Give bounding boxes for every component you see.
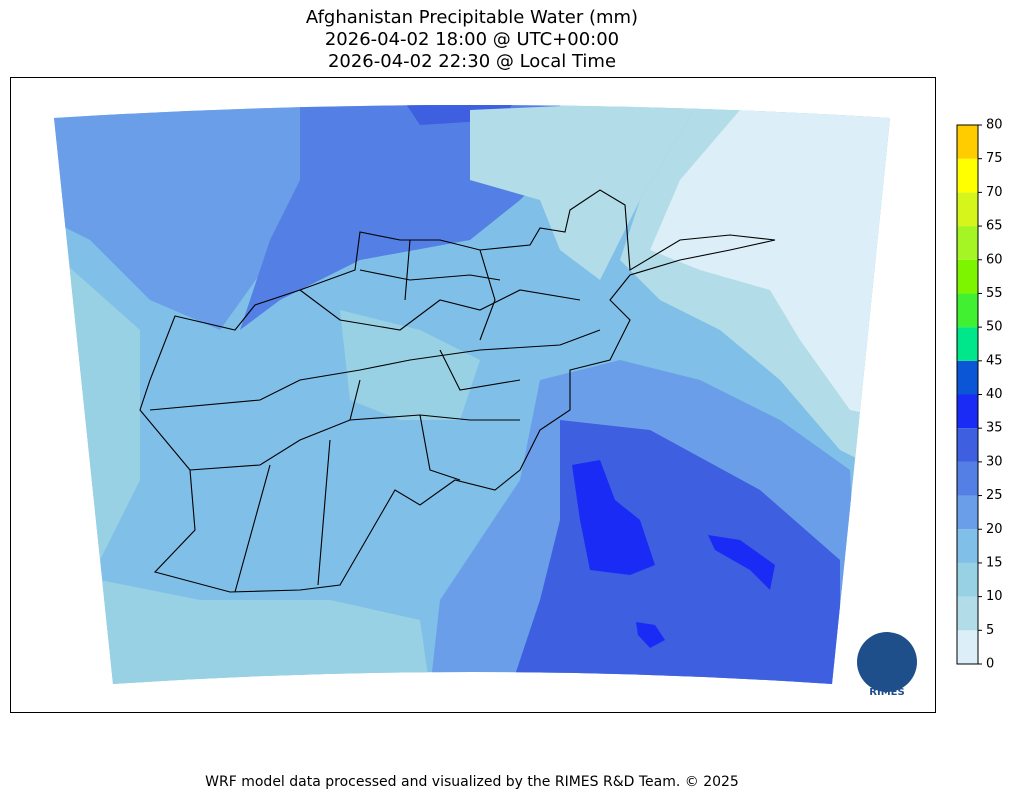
colorbar-segment [957, 529, 978, 563]
title-line: 2026-04-02 22:30 @ Local Time [328, 51, 616, 72]
borders [139, 189, 776, 593]
colorbar-segment [957, 461, 978, 496]
colorbar-segment [957, 630, 978, 664]
title-line: Afghanistan Precipitable Water (mm) [306, 7, 638, 28]
logo-emblem [857, 632, 917, 692]
colorbar-tick-label: 15 [986, 555, 1003, 570]
colorbar-tick-label: 45 [986, 353, 1003, 368]
field-patch [470, 105, 700, 280]
logo: RIMES [857, 632, 917, 698]
colorbar-tick-label: 40 [986, 387, 1003, 402]
colorbar-segment [957, 596, 978, 631]
field-patch [100, 580, 430, 684]
colorbar-tick-label: 50 [986, 320, 1003, 335]
province-line [234, 379, 461, 593]
colorbar-tick-label: 0 [986, 657, 994, 672]
colorbar-segment [957, 495, 978, 530]
province-line [149, 329, 601, 411]
map-frame [10, 77, 936, 713]
province-line [299, 289, 581, 331]
colorbar-segment [957, 394, 978, 429]
footer: WRF model data processed and visualized … [205, 774, 739, 790]
colorbar-tick-label: 55 [986, 286, 1003, 301]
colorbar-segment [957, 226, 978, 260]
colorbar-segment [957, 293, 978, 328]
colorbar-segment [957, 327, 978, 361]
colorbar-segment [957, 125, 978, 159]
colorbar-tick-label: 30 [986, 454, 1003, 469]
colorbar-tick-label: 65 [986, 219, 1003, 234]
province-line [359, 239, 521, 391]
field-patch [340, 310, 480, 420]
map-field [54, 105, 890, 684]
colorbar-tick-label: 80 [986, 118, 1003, 133]
country-outline [139, 189, 776, 593]
colorbar-tick-label: 75 [986, 151, 1003, 166]
colorbar-tick-label: 25 [986, 488, 1003, 503]
colorbar-tick-label: 5 [986, 623, 994, 638]
field-patch [708, 535, 775, 590]
colorbar: 0 5 10 15 20 25 30 35 40 45 50 55 60 65 70 75 80 [956, 118, 1003, 672]
colorbar-segment [957, 192, 978, 227]
logo-text: RIMES [869, 687, 904, 698]
colorbar-tick-label: 20 [986, 522, 1003, 537]
colorbar-segment [957, 562, 978, 597]
colorbar-tick-label: 70 [986, 185, 1003, 200]
field-patch [636, 622, 665, 648]
field-patch [650, 110, 890, 420]
colorbar-segment [957, 428, 978, 462]
colorbar-segment [957, 259, 978, 294]
title-line: 2026-04-02 18:00 @ UTC+00:00 [325, 29, 619, 50]
colorbar-segment [957, 360, 978, 395]
colorbar-tick-label: 35 [986, 421, 1003, 436]
colorbar-segment [957, 158, 978, 193]
colorbar-tick-label: 10 [986, 589, 1003, 604]
field-patch [572, 460, 655, 575]
field-patch [54, 105, 310, 330]
colorbar-tick-label: 60 [986, 252, 1003, 267]
